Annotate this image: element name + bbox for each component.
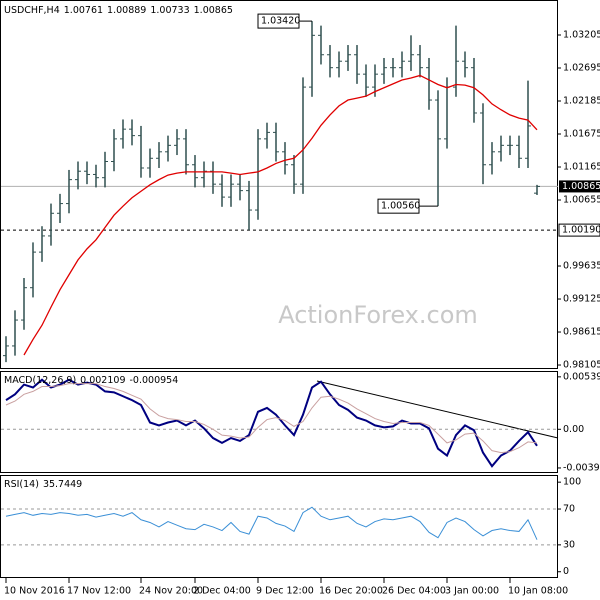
readout: -0.000954: [130, 375, 179, 386]
y-tick-label: 0.98615: [563, 327, 600, 338]
header-low: 1.00733: [150, 5, 189, 16]
moving-average: [23, 74, 538, 356]
x-tick-label: 3 Jan 00:00: [445, 586, 499, 597]
series-line: [5, 506, 538, 540]
macd-panel: [0, 371, 558, 473]
y-tick-label: 70: [563, 504, 575, 515]
y-tick-label: 0.005398: [563, 371, 600, 382]
last-price-box: [559, 180, 600, 193]
trend-line: [316, 380, 559, 439]
header: USDCHF,H4 1.00761 1.00889 1.00733 1.00865: [4, 5, 233, 16]
y-tick-label: 0: [563, 566, 569, 577]
annotation-box: [377, 198, 420, 214]
header-high: 1.00889: [107, 5, 146, 16]
rsi-panel: [0, 475, 558, 578]
annotation-box: [257, 13, 300, 29]
x-tick-label: 10 Nov 2016: [4, 586, 65, 597]
y-tick-label: 100: [563, 477, 581, 488]
y-tick-label: 30: [563, 539, 575, 550]
watermark: ActionForex.com: [278, 301, 478, 329]
y-tick-label: -0.003981: [563, 462, 600, 473]
symbol: USDCHF,H4: [4, 5, 60, 16]
y-tick-label: 1.02185: [563, 96, 600, 107]
support-label-box: [558, 223, 600, 237]
header-open: 1.00761: [64, 5, 103, 16]
header-close: 1.00865: [194, 5, 233, 16]
indicator-name: RSI(14): [4, 479, 39, 490]
y-tick-label: 0.00: [563, 424, 584, 435]
annotation-label: 1.00560: [381, 201, 420, 212]
x-tick-label: 16 Dec 20:00: [319, 586, 383, 597]
y-tick-label: 1.03205: [563, 30, 600, 41]
y-tick-label: 1.02695: [563, 63, 600, 74]
x-tick-label: 26 Dec 04:00: [382, 586, 446, 597]
support-label: 1.00190: [562, 225, 600, 236]
y-tick-label: 0.99125: [563, 294, 600, 305]
x-tick-label: 9 Dec 12:00: [256, 586, 314, 597]
panel-title: RSI(14) 35.7449: [4, 479, 82, 490]
y-tick-label: 1.01675: [563, 129, 600, 140]
series-line: [5, 378, 538, 468]
y-tick-label: 1.00655: [563, 195, 600, 206]
readout: 0.002109: [80, 375, 125, 386]
annotation-label: 1.03420: [261, 16, 300, 27]
x-tick-label: 17 Nov 12:00: [67, 586, 131, 597]
series-line: [5, 383, 538, 454]
y-tick-label: 1.01165: [563, 162, 600, 173]
panel-title: MACD(12,26,9) 0.002109 -0.000954: [4, 375, 178, 386]
readout: 35.7449: [43, 479, 82, 490]
x-tick-label: 24 Nov 20:00: [139, 586, 203, 597]
y-tick-label: 0.98105: [563, 360, 600, 371]
x-tick-label: 10 Jan 08:00: [508, 586, 568, 597]
y-tick-label: 0.99635: [563, 261, 600, 272]
indicator-name: MACD(12,26,9): [4, 375, 76, 386]
x-tick-label: 2 Dec 04:00: [193, 586, 251, 597]
last-price-label: 1.00865: [562, 181, 600, 192]
